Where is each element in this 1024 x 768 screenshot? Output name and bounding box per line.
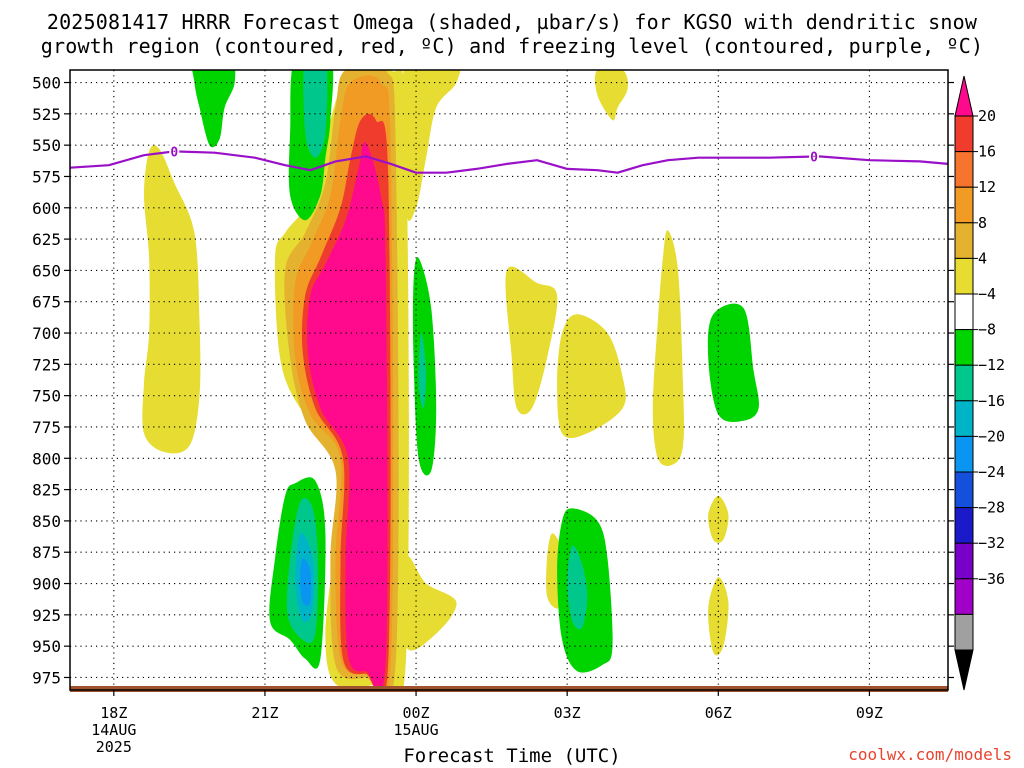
y-tick-label: 725: [32, 355, 61, 374]
x-axis-label: Forecast Time (UTC): [403, 745, 621, 767]
y-tick-label: 600: [32, 199, 61, 218]
omega-region-25: [567, 545, 588, 630]
omega-shading: [142, 70, 759, 690]
colorbar-segment: [954, 542, 974, 580]
freezing-level-label: 0: [810, 151, 818, 166]
colorbar-segment: [954, 578, 974, 615]
y-tick-label: 575: [32, 167, 61, 186]
contour-label-bg: [809, 149, 820, 163]
y-tick-label: 550: [32, 136, 61, 155]
x-tick-label: 09Z: [856, 704, 883, 722]
x-tick-label: 00Z: [403, 704, 430, 722]
colorbar-segment: [954, 471, 974, 509]
omega-region-2: [401, 70, 461, 221]
y-tick-label: 625: [32, 230, 61, 249]
y-tick-label: 500: [32, 74, 61, 93]
y-tick-label: 900: [32, 575, 61, 594]
x-tick-label: 06Z: [705, 704, 732, 722]
y-tick-label: 875: [32, 543, 61, 562]
colorbar-segment: [954, 364, 974, 402]
chart-title-line-1: 2025081417 HRRR Forecast Omega (shaded, …: [46, 10, 978, 34]
omega-region-8: [652, 230, 684, 466]
colorbar-label: −12: [978, 356, 1005, 374]
colorbar-segment: [954, 186, 974, 224]
colorbar-label: −20: [978, 427, 1005, 445]
x-tick-label: 18Z: [100, 704, 127, 722]
y-tick-label: 925: [32, 606, 61, 625]
omega-region-4: [505, 266, 558, 415]
x-tick-label: 21Z: [251, 704, 278, 722]
colorbar-label: −24: [978, 463, 1005, 481]
colorbar-segment: [954, 222, 974, 259]
y-tick-label: 750: [32, 387, 61, 406]
chart-title-line-2: growth region (contoured, red, ºC) and f…: [40, 34, 984, 58]
freezing-level-label: 0: [170, 145, 178, 160]
y-axis: 500 525 550 575 600 625 650 675 700 725 750 775 800 8…: [32, 74, 954, 687]
gridlines: [70, 70, 948, 690]
colorbar-label: 4: [978, 249, 987, 267]
y-tick-label: 850: [32, 512, 61, 531]
colorbar-segment: [954, 293, 974, 331]
colorbar-label: −32: [978, 534, 1005, 552]
omega-region-21: [300, 558, 312, 606]
contour-label-bg: [169, 144, 180, 158]
y-tick-label: 675: [32, 293, 61, 312]
x-tick-label: 03Z: [554, 704, 581, 722]
colorbar-label: 20: [978, 107, 996, 125]
omega-region-14: [307, 142, 388, 690]
colorbar-segment: [954, 507, 974, 544]
x-tick-sublabel: 14AUG: [91, 721, 136, 739]
colorbar-label: −8: [978, 321, 996, 339]
plot-area: [70, 70, 948, 690]
omega-region-17: [303, 70, 328, 158]
y-tick-label: 525: [32, 105, 61, 124]
colorbar-label: −4: [978, 285, 996, 303]
omega-region-7: [594, 70, 628, 121]
y-tick-label: 775: [32, 418, 61, 437]
y-tick-label: 975: [32, 668, 61, 687]
colorbar-segment: [954, 400, 974, 437]
colorbar-label: −16: [978, 392, 1005, 410]
colorbar-segment: [954, 151, 974, 188]
x-tick-sublabel: 2025: [96, 738, 132, 756]
omega-region-15: [192, 70, 236, 148]
freezing-level-line: [70, 150, 948, 174]
colorbar-segment: [954, 115, 974, 153]
ground-strip: [70, 686, 948, 692]
colorbar-segment: [954, 613, 974, 651]
omega-region-9: [708, 495, 729, 543]
colorbar-label: 8: [978, 214, 987, 232]
colorbar-segment: [954, 257, 974, 295]
credit-link[interactable]: coolwx.com/models: [848, 745, 1012, 764]
x-tick-sublabel: 15AUG: [393, 721, 438, 739]
colorbar-label: 12: [978, 178, 996, 196]
omega-region-23: [418, 332, 427, 409]
colorbar-segment: [954, 329, 974, 366]
plot-frame: [69, 69, 949, 691]
y-tick-label: 700: [32, 324, 61, 343]
colorbar-segment: [954, 435, 974, 473]
colorbar-label: −36: [978, 570, 1005, 588]
colorbar: 20 16 12 8 4 −4 −8 −12 −16 −20 −24 −28 −32 −36: [954, 75, 1005, 691]
y-tick-label: 650: [32, 261, 61, 280]
colorbar-top-arrow: [954, 75, 974, 117]
y-tick-label: 825: [32, 481, 61, 500]
y-tick-label: 800: [32, 449, 61, 468]
y-tick-label: 950: [32, 637, 61, 656]
colorbar-label: −28: [978, 499, 1005, 517]
ground-surface: [70, 686, 948, 692]
colorbar-bottom-arrow: [954, 649, 974, 691]
omega-region-5: [557, 314, 626, 439]
omega-region-0: [142, 145, 201, 454]
colorbar-label: 16: [978, 143, 996, 161]
